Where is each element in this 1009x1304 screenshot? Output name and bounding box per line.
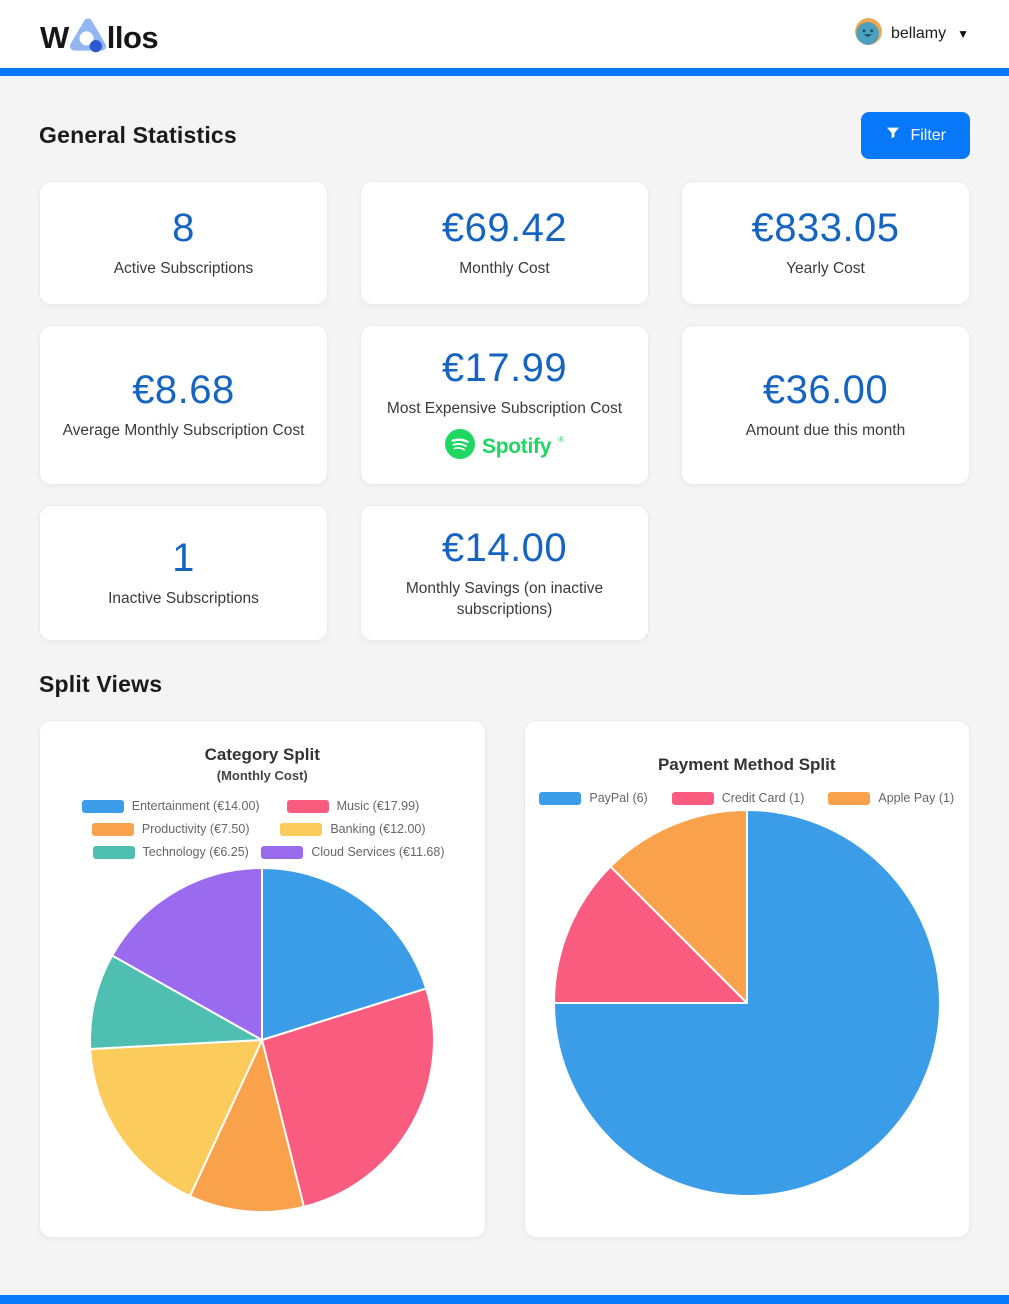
payment-method-chart-card: Payment Method Split PayPal (6) Credit Ca… <box>523 720 970 1238</box>
chart-title: Category Split <box>204 745 320 764</box>
chevron-down-icon: ▼ <box>957 27 969 41</box>
legend-item-entertainment[interactable]: Entertainment (€14.00) <box>81 799 260 813</box>
legend-label: Entertainment (€14.00) <box>131 799 260 813</box>
legend-item-credit-card[interactable]: Credit Card (1) <box>671 791 805 805</box>
legend-swatch-apple-pay <box>828 791 871 805</box>
page-title: General Statistics <box>39 122 237 148</box>
stat-label: Amount due this month <box>745 422 906 440</box>
legend-item-apple-pay[interactable]: Apple Pay (1) <box>828 791 954 805</box>
category-split-chart-card: Category Split (Monthly Cost) Entertainm… <box>39 720 486 1238</box>
spotify-brand: Spotify ® <box>445 429 564 464</box>
legend-label: Cloud Services (€11.68) <box>311 845 445 859</box>
stat-value: €14.00 <box>441 525 568 570</box>
legend-swatch-music <box>286 799 329 813</box>
pie-slice-apple-pay[interactable] <box>609 809 748 1004</box>
legend-item-productivity[interactable]: Productivity (€7.50) <box>91 822 250 836</box>
charts-grid: Category Split (Monthly Cost) Entertainm… <box>39 720 970 1238</box>
legend-swatch-credit-card <box>671 791 714 805</box>
stat-card-yearly-cost: €833.05 Yearly Cost <box>681 181 970 305</box>
wallos-logo[interactable]: W llos <box>40 16 159 55</box>
legend-swatch-paypal <box>539 791 582 805</box>
user-name: bellamy <box>890 25 947 42</box>
payment-method-legend: PayPal (6) Credit Card (1) Apple Pay (1) <box>537 791 958 805</box>
split-views-title: Split Views <box>39 671 163 697</box>
legend-swatch-productivity <box>91 822 134 836</box>
legend-label: Music (€17.99) <box>336 799 420 813</box>
filter-button-label: Filter <box>910 126 946 144</box>
stat-card-inactive-subscriptions: 1 Inactive Subscriptions <box>39 505 328 641</box>
stat-value: €69.42 <box>441 206 568 251</box>
avatar <box>854 18 882 50</box>
chart-title: Payment Method Split <box>657 755 836 774</box>
legend-item-technology[interactable]: Technology (€6.25) <box>92 845 249 859</box>
stat-card-amount-due: €36.00 Amount due this month <box>681 325 970 485</box>
stat-label: Average Monthly Subscription Cost <box>62 422 305 440</box>
legend-label: PayPal (6) <box>589 791 648 805</box>
legend-item-cloud-services[interactable]: Cloud Services (€11.68) <box>261 845 445 859</box>
stat-value: 8 <box>172 206 195 251</box>
legend-item-paypal[interactable]: PayPal (6) <box>539 791 648 805</box>
stat-card-monthly-cost: €69.42 Monthly Cost <box>360 181 649 305</box>
filter-funnel-icon <box>885 125 901 146</box>
stat-value: €17.99 <box>441 345 568 390</box>
stat-card-monthly-savings: €14.00 Monthly Savings (on inactive subs… <box>360 505 649 641</box>
pie-slice-entertainment[interactable] <box>261 867 428 1041</box>
stat-card-most-expensive: €17.99 Most Expensive Subscription Cost … <box>360 325 649 485</box>
legend-item-banking[interactable]: Banking (€12.00) <box>280 822 426 836</box>
spotify-wordmark: Spotify <box>482 434 552 458</box>
stat-value: €36.00 <box>762 368 889 413</box>
legend-label: Technology (€6.25) <box>142 845 249 859</box>
legend-item-music[interactable]: Music (€17.99) <box>286 799 420 813</box>
footer-accent-bar <box>0 1295 1009 1304</box>
spotify-icon <box>445 429 476 464</box>
legend-label: Productivity (€7.50) <box>141 822 250 836</box>
pie-slice-productivity[interactable] <box>189 1039 306 1213</box>
legend-label: Banking (€12.00) <box>330 822 426 836</box>
payment-method-pie <box>551 807 943 1213</box>
logo-text-prefix: W <box>40 19 69 55</box>
filter-button[interactable]: Filter <box>861 112 970 159</box>
stat-value: 1 <box>172 536 195 581</box>
category-split-pie-svg <box>89 867 436 1213</box>
stats-grid: 8 Active Subscriptions €69.42 Monthly Co… <box>39 181 970 641</box>
stat-label: Monthly Cost <box>459 260 550 278</box>
user-menu[interactable]: bellamy ▼ <box>854 18 969 50</box>
stat-card-average-monthly-cost: €8.68 Average Monthly Subscription Cost <box>39 325 328 485</box>
app-header: W llos bellamy ▼ <box>0 0 1009 68</box>
stat-label: Inactive Subscriptions <box>108 590 259 608</box>
pie-slice-banking[interactable] <box>89 1039 264 1198</box>
category-split-pie <box>87 865 437 1215</box>
header-accent-bar <box>0 68 1009 76</box>
category-split-legend: Entertainment (€14.00) Music (€17.99) Prod… <box>52 799 473 859</box>
registered-mark: ® <box>558 435 564 445</box>
stat-label: Monthly Savings (on inactive subscriptio… <box>405 579 604 618</box>
payment-method-pie-svg <box>552 809 941 1197</box>
stat-label: Most Expensive Subscription Cost <box>386 399 623 417</box>
legend-label: Credit Card (1) <box>721 791 805 805</box>
legend-swatch-banking <box>280 822 323 836</box>
logo-text-suffix: llos <box>106 19 159 55</box>
pie-slice-paypal[interactable] <box>552 809 941 1197</box>
pie-slice-credit-card[interactable] <box>552 865 748 1004</box>
pie-slice-music[interactable] <box>261 987 436 1208</box>
chart-subtitle: (Monthly Cost) <box>216 768 308 783</box>
legend-swatch-technology <box>92 845 135 859</box>
legend-swatch-cloud-services <box>261 845 304 859</box>
stat-label: Yearly Cost <box>786 260 865 278</box>
legend-swatch-entertainment <box>81 799 124 813</box>
logo-triangle-icon <box>69 16 107 53</box>
pie-slice-cloud-services[interactable] <box>111 867 264 1041</box>
main-content: General Statistics Filter 8 Active Subsc… <box>0 76 1009 1295</box>
stat-label: Active Subscriptions <box>113 260 254 278</box>
pie-slice-technology[interactable] <box>89 954 264 1050</box>
stat-card-active-subscriptions: 8 Active Subscriptions <box>39 181 328 305</box>
stat-value: €833.05 <box>751 206 900 251</box>
legend-label: Apple Pay (1) <box>878 791 955 805</box>
stat-value: €8.68 <box>132 368 235 413</box>
